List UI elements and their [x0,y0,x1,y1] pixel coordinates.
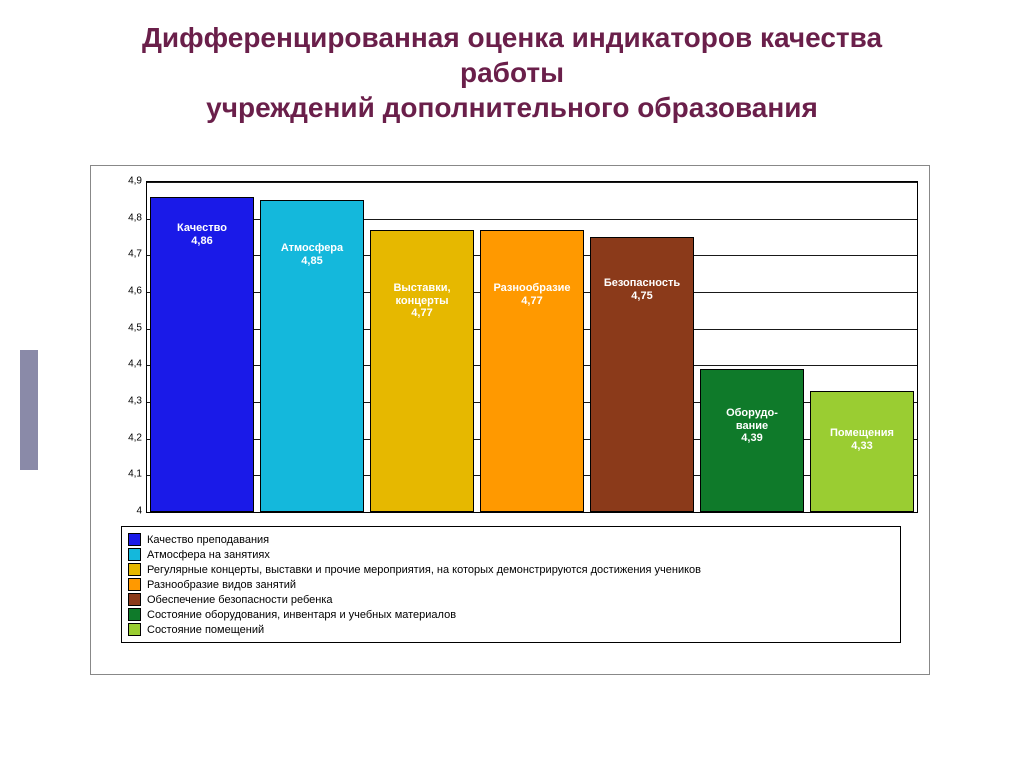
legend-swatch [128,533,141,546]
legend-text: Атмосфера на занятиях [147,549,270,561]
legend-item: Регулярные концерты, выставки и прочие м… [128,563,894,576]
legend-text: Состояние помещений [147,624,264,636]
plot-area: Качество4,86 Атмосфера4,85 Выставки,концер… [146,181,918,513]
bar [370,230,475,512]
ytick-label: 4,2 [118,432,142,443]
legend-text: Состояние оборудования, инвентаря и учеб… [147,609,456,621]
legend-text: Обеспечение безопасности ребенка [147,594,333,606]
bar-label: Атмосфера4,85 [262,242,363,267]
ytick-label: 4,7 [118,249,142,260]
bar [480,230,585,512]
title-line-2: учреждений дополнительного образования [206,92,818,123]
bar-label: Оборудо-вание4,39 [702,407,803,445]
bar-label: Разнообразие4,77 [482,282,583,307]
legend-swatch [128,548,141,561]
legend-swatch [128,593,141,606]
ytick-label: 4,9 [118,176,142,187]
slide: Дифференцированная оценка индикаторов ка… [0,0,1024,768]
ytick-label: 4,4 [118,359,142,370]
side-accent [20,350,38,470]
legend-item: Разнообразие видов занятий [128,578,894,591]
ytick-label: 4,1 [118,469,142,480]
legend-text: Качество преподавания [147,534,269,546]
legend-swatch [128,578,141,591]
legend-swatch [128,608,141,621]
ytick-label: 4,6 [118,286,142,297]
bars-group [147,182,917,512]
ytick-label: 4,5 [118,322,142,333]
ytick-label: 4 [118,506,142,517]
legend-item: Состояние оборудования, инвентаря и учеб… [128,608,894,621]
legend: Качество преподавания Атмосфера на заняти… [121,526,901,643]
ytick-label: 4,3 [118,396,142,407]
title-line-1: Дифференцированная оценка индикаторов ка… [142,22,882,88]
legend-text: Регулярные концерты, выставки и прочие м… [147,564,701,576]
legend-swatch [128,563,141,576]
ytick-label: 4,8 [118,212,142,223]
slide-title: Дифференцированная оценка индикаторов ка… [0,20,1024,125]
legend-item: Обеспечение безопасности ребенка [128,593,894,606]
chart-panel: Качество4,86 Атмосфера4,85 Выставки,концер… [90,165,930,675]
legend-swatch [128,623,141,636]
bar-label: Помещения4,33 [812,427,913,452]
bar-label: Безопасность4,75 [592,277,693,302]
legend-text: Разнообразие видов занятий [147,579,296,591]
legend-item: Атмосфера на занятиях [128,548,894,561]
legend-item: Качество преподавания [128,533,894,546]
bar-label: Качество4,86 [152,222,253,247]
bar-label: Выставки,концерты4,77 [372,282,473,320]
legend-item: Состояние помещений [128,623,894,636]
